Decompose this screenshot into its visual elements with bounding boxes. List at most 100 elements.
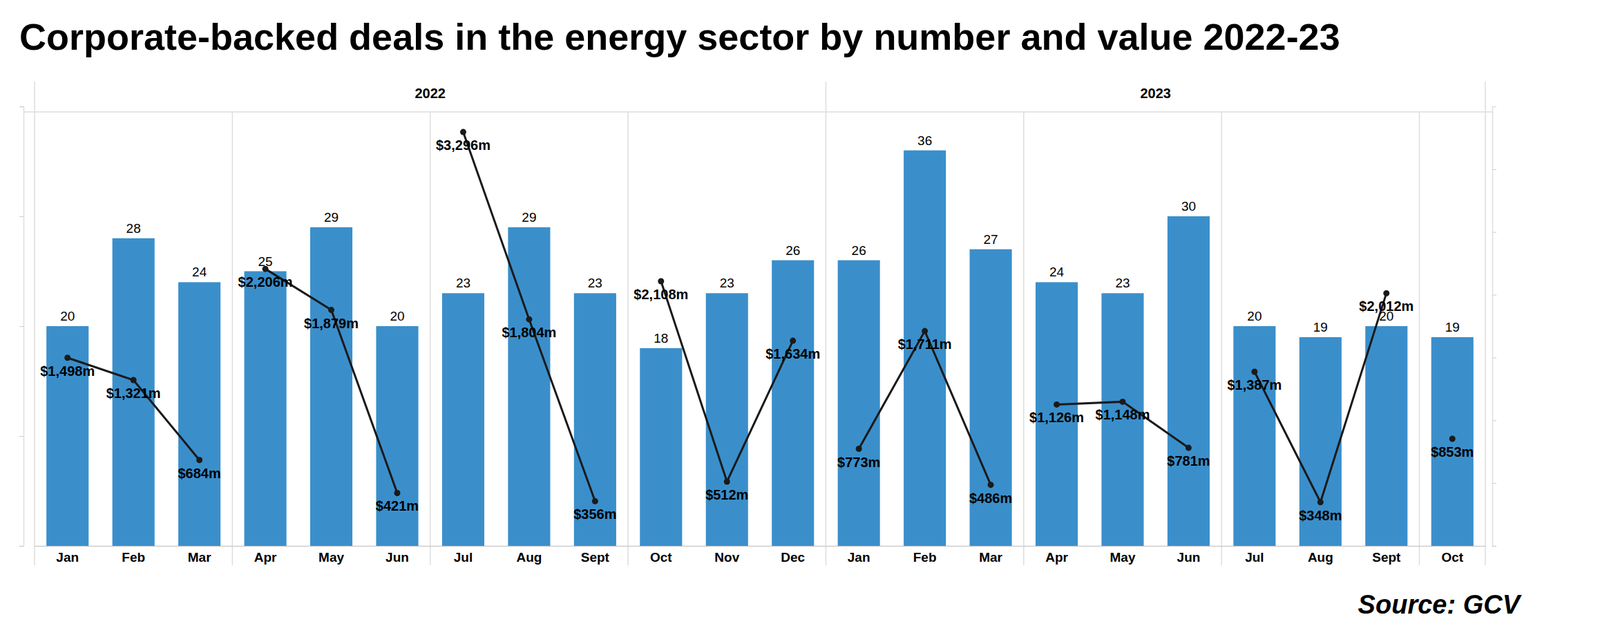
- line-point: [657, 277, 664, 284]
- bar-label: 26: [851, 243, 867, 258]
- bar-label: 29: [521, 210, 537, 225]
- line-label: $2,206m: [238, 274, 293, 290]
- line-label: $1,321m: [106, 385, 161, 401]
- bar: [1431, 337, 1474, 546]
- x-tick-label: Sept: [1372, 549, 1402, 565]
- line-label: $1,387m: [1226, 377, 1282, 393]
- line-label: $1,126m: [1029, 409, 1084, 425]
- y2-tick: [1492, 294, 1497, 296]
- line-label: $1,879m: [303, 315, 359, 331]
- x-tick-label: Mar: [978, 549, 1003, 565]
- separator: [825, 81, 827, 566]
- line-segment: [462, 131, 595, 501]
- y2-tick: [1492, 545, 1497, 547]
- y2-tick-mark: [1492, 545, 1497, 547]
- x-tick: Mar: [187, 545, 212, 565]
- bar-label: 24: [192, 264, 208, 280]
- y-tick: [19, 545, 24, 547]
- line-point: [592, 498, 599, 505]
- bar: [1233, 326, 1276, 546]
- line-point: [1251, 368, 1258, 375]
- line-point: [525, 316, 532, 323]
- y2-tick-mark: [1492, 294, 1497, 296]
- group-label: 2022: [414, 85, 446, 101]
- bar-label: 19: [1445, 319, 1460, 335]
- line-label: $421m: [375, 498, 419, 514]
- line-point: [196, 456, 203, 463]
- line-point: [987, 481, 995, 488]
- line-label: $684m: [177, 465, 221, 481]
- x-tick-label: Apr: [254, 549, 278, 565]
- line-label: $348m: [1298, 507, 1342, 523]
- line-label: $486m: [969, 490, 1013, 506]
- line-label: $1,498m: [40, 363, 95, 379]
- x-tick: Oct: [1441, 545, 1464, 565]
- x-tick-label: Jan: [55, 549, 79, 565]
- line-point: [394, 489, 401, 497]
- bar-label: 20: [1246, 308, 1262, 324]
- x-tick: Mar: [978, 545, 1003, 565]
- bar: [244, 271, 287, 547]
- line-point: [1449, 435, 1456, 442]
- line-label: $1,634m: [765, 346, 821, 362]
- bar: [442, 292, 485, 546]
- line-point: [130, 376, 137, 383]
- y2-tick: [1492, 357, 1497, 358]
- y2-tick-mark: [1492, 482, 1497, 484]
- x-tick-label: Feb: [913, 549, 937, 565]
- y-axis: [19, 107, 25, 547]
- bar-label: 18: [653, 330, 669, 346]
- bar: [969, 249, 1013, 546]
- bar: [1167, 216, 1210, 546]
- x-tick: Jul: [453, 545, 473, 565]
- y-tick-mark: [19, 216, 24, 217]
- line-point: [724, 478, 731, 485]
- x-tick-label: Jul: [453, 549, 473, 565]
- separator: [33, 81, 36, 566]
- source: Source: GCV: [1358, 589, 1522, 619]
- line-point: [1119, 398, 1127, 405]
- bar-label: 20: [60, 308, 75, 324]
- line-label: $1,148m: [1095, 406, 1151, 423]
- x-axis: Jan Feb Mar Apr May Jun Jul Aug Sept Oct Nov Dec Jan…: [35, 545, 1487, 565]
- line-point: [855, 445, 863, 452]
- x-tick: Aug: [516, 545, 542, 565]
- x-tick: Jan: [55, 545, 79, 565]
- bar-label: 23: [587, 275, 603, 291]
- bar-label: 26: [785, 243, 800, 258]
- line-point: [1053, 401, 1060, 408]
- bar-label: 28: [126, 221, 141, 236]
- x-tick-label: Aug: [516, 549, 542, 565]
- line-segment: [265, 268, 398, 493]
- line-point: [328, 306, 335, 313]
- bar: [1365, 326, 1408, 546]
- x-tick-label: Jun: [385, 549, 409, 565]
- x-tick: Oct: [650, 545, 673, 565]
- x-tick: Jan: [847, 545, 871, 565]
- x-tick: Dec: [780, 545, 805, 565]
- line-label: $3,296m: [435, 137, 491, 153]
- bar-label: 24: [1049, 264, 1065, 280]
- line-label: $2,108m: [633, 286, 689, 302]
- x-tick: Feb: [913, 545, 937, 565]
- bar: [771, 260, 814, 546]
- bar: [837, 260, 881, 546]
- bar: [310, 227, 353, 546]
- line-label: $781m: [1166, 453, 1210, 469]
- line-label: $356m: [573, 506, 617, 522]
- y-tick-mark: [19, 435, 24, 437]
- separator: [627, 111, 629, 566]
- x-tick-label: Nov: [714, 549, 740, 565]
- x-tick: Apr: [254, 545, 278, 565]
- line-point: [921, 328, 928, 335]
- chart: Corporate-backed deals in the energy sec…: [0, 0, 1600, 644]
- separator: [232, 111, 234, 566]
- bar-label: 25: [258, 254, 273, 269]
- line-point: [1383, 290, 1390, 297]
- y2-tick-mark: [1492, 357, 1497, 358]
- y2-axis-line: [1492, 107, 1498, 547]
- x-tick-label: Jan: [847, 549, 871, 565]
- line-point: [1317, 498, 1324, 506]
- x-tick: May: [1110, 545, 1136, 565]
- separator: [1418, 111, 1421, 566]
